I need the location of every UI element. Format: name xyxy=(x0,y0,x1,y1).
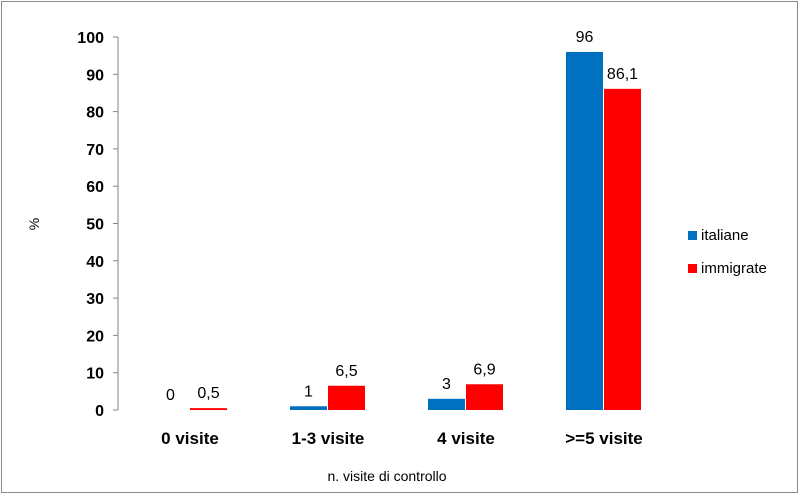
y-tick-label: 40 xyxy=(86,254,104,271)
category-label: >=5 visite xyxy=(565,429,643,448)
y-tick-label: 30 xyxy=(86,291,104,308)
y-tick-label: 70 xyxy=(86,142,104,159)
y-tick-label: 50 xyxy=(86,217,104,234)
y-ticks: 0 10 20 30 40 50 60 70 80 90 100 xyxy=(77,30,118,420)
y-tick-label: 0 xyxy=(95,403,104,420)
data-label-italiane: 0 xyxy=(166,387,175,404)
category-labels: 0 visite 1-3 visite 4 visite >=5 visite xyxy=(161,429,643,448)
y-axis-title: % xyxy=(26,218,42,230)
bar-italiane-1 xyxy=(290,406,327,410)
bar-italiane-2 xyxy=(428,398,465,410)
data-label-italiane: 3 xyxy=(442,376,451,393)
legend-swatch-italiane xyxy=(688,231,697,240)
y-tick-label: 90 xyxy=(86,67,104,84)
bar-immigrate-3 xyxy=(604,88,641,411)
x-axis-title: n. visite di controllo xyxy=(327,468,446,484)
data-label-italiane: 1 xyxy=(304,383,313,400)
y-tick-label: 20 xyxy=(86,328,104,345)
category-label: 0 visite xyxy=(161,429,219,448)
legend-label-immigrate: immigrate xyxy=(701,260,767,277)
bar-immigrate-1 xyxy=(328,385,365,410)
legend-swatch-immigrate xyxy=(688,264,697,273)
y-tick-label: 10 xyxy=(86,366,104,383)
legend: italiane immigrate xyxy=(688,227,767,277)
bars xyxy=(190,51,641,411)
data-labels: 0 0,5 1 6,5 3 6,9 96 86,1 xyxy=(166,29,638,404)
data-label-immigrate: 86,1 xyxy=(607,66,638,83)
y-tick-label: 100 xyxy=(77,30,104,47)
data-label-immigrate: 0,5 xyxy=(197,385,219,402)
y-tick-label: 60 xyxy=(86,179,104,196)
bar-immigrate-2 xyxy=(466,384,503,410)
data-label-italiane: 96 xyxy=(576,29,594,46)
legend-label-italiane: italiane xyxy=(701,227,749,244)
category-label: 4 visite xyxy=(437,429,495,448)
bar-italiane-3 xyxy=(566,51,603,411)
y-tick-label: 80 xyxy=(86,105,104,122)
data-label-immigrate: 6,9 xyxy=(473,361,495,378)
data-label-immigrate: 6,5 xyxy=(335,363,357,380)
category-label: 1-3 visite xyxy=(292,429,365,448)
bar-immigrate-0 xyxy=(190,408,227,410)
